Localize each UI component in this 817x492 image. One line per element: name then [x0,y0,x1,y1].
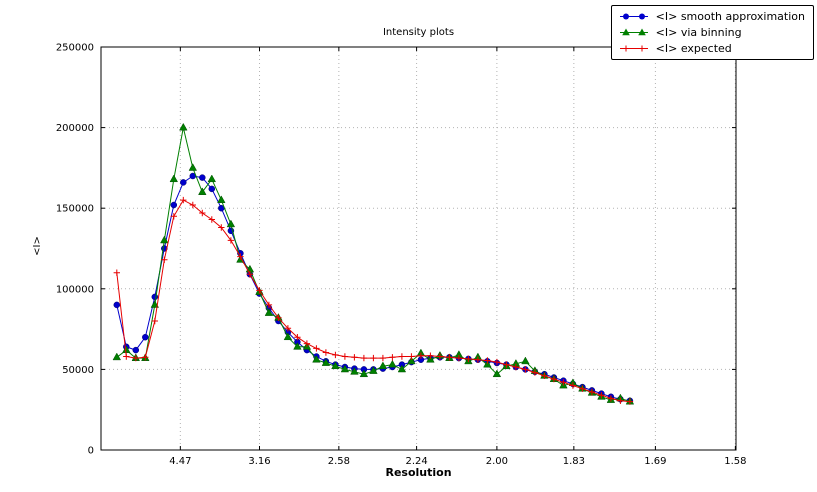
x-axis-label: Resolution [385,466,452,479]
legend-sample-plus-icon [619,45,648,52]
series-expected [113,196,634,405]
legend-label: <I> expected [655,42,732,55]
legend-label: <I> via binning [655,26,742,39]
series-via-binning [112,122,635,405]
legend-sample-triangle-icon [619,28,648,36]
plot-frame [100,46,737,451]
axis-ticks [101,46,736,451]
svg-text:2.00: 2.00 [486,456,508,467]
svg-text:1.69: 1.69 [644,456,666,467]
y-axis-label: <I> [32,236,43,256]
svg-text:150000: 150000 [56,204,94,215]
legend: <I> smooth approximation <I> via binning <… [610,5,814,60]
legend-label: <I> smooth approximation [655,10,805,23]
grid-lines [101,46,736,451]
svg-text:50000: 50000 [62,365,94,376]
tick-labels: 0 50000 100000 150000 200000 250000 4.47 3.16 2.… [56,43,747,468]
svg-text:1.83: 1.83 [563,456,585,467]
svg-text:200000: 200000 [56,123,94,134]
svg-text:4.47: 4.47 [169,456,191,467]
svg-text:0: 0 [88,446,94,457]
svg-text:1.58: 1.58 [724,456,746,467]
svg-text:250000: 250000 [56,43,94,54]
chart-title: Intensity plots [382,27,455,38]
legend-sample-circle-icon [619,13,648,20]
svg-text:2.24: 2.24 [405,456,427,467]
legend-item-via-binning: <I> via binning [618,25,805,40]
svg-text:100000: 100000 [56,284,94,295]
svg-text:3.16: 3.16 [248,456,270,467]
legend-item-smooth-approximation: <I> smooth approximation [618,9,805,24]
svg-text:2.58: 2.58 [328,456,350,467]
legend-item-expected: <I> expected [618,41,805,56]
